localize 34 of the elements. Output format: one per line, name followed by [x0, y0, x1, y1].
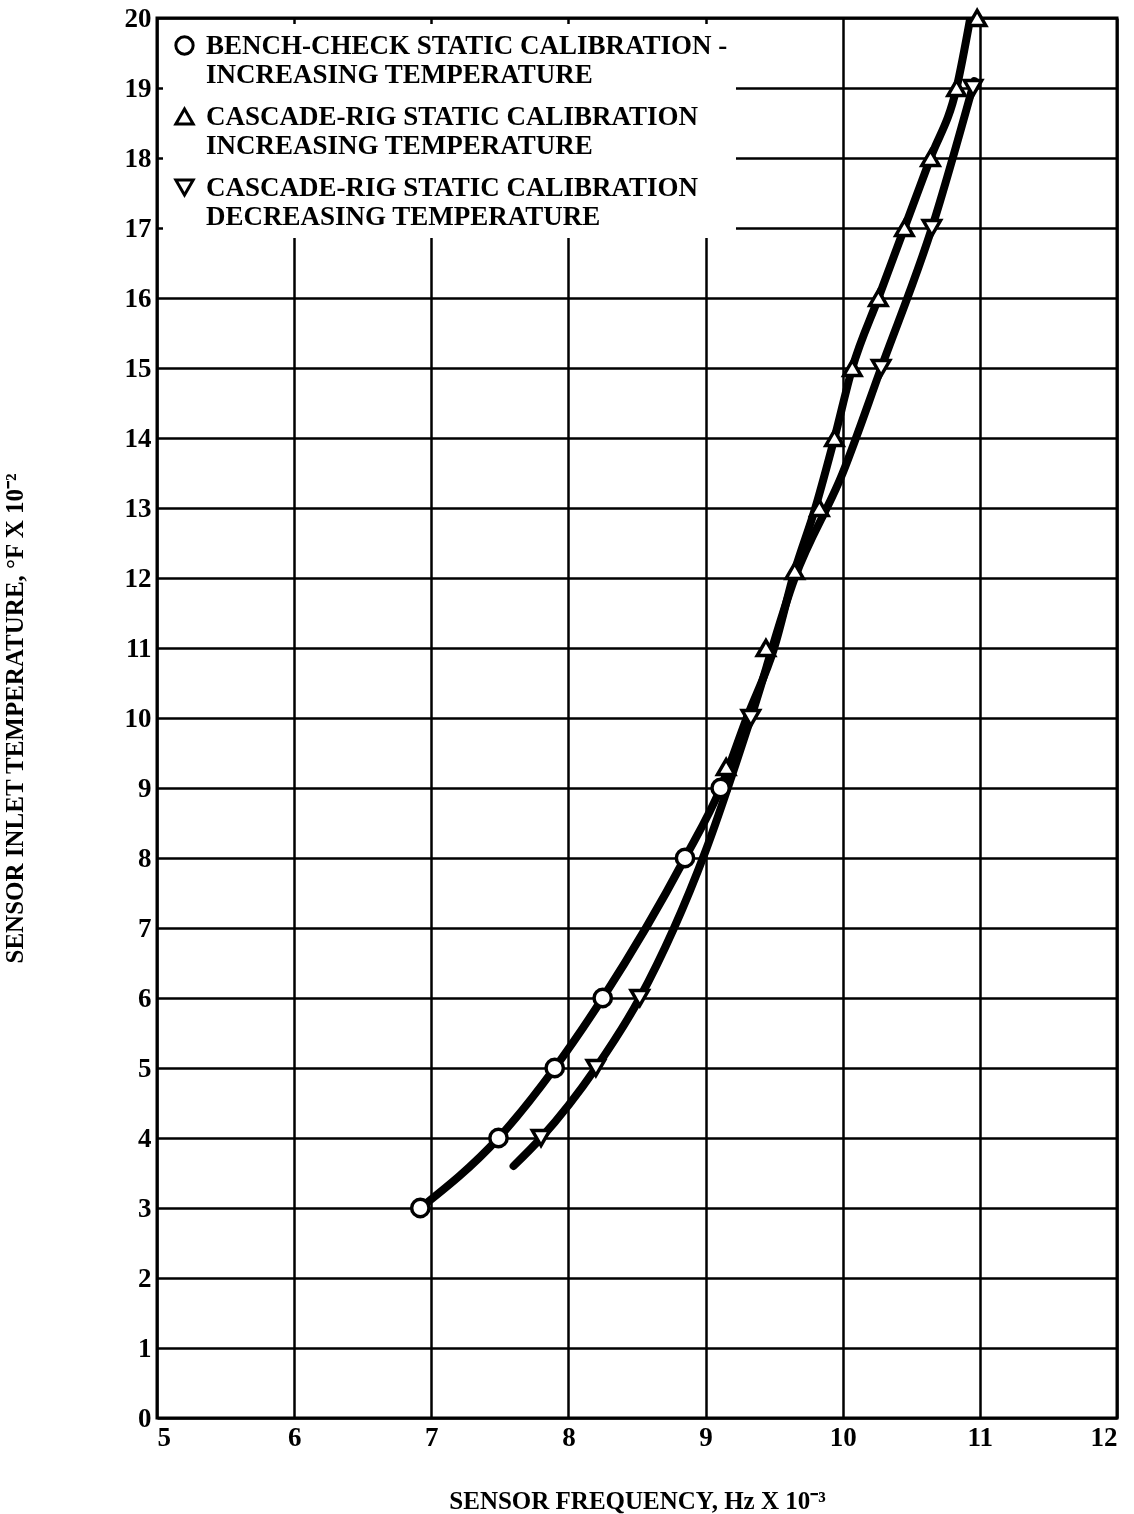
legend-label: CASCADE-RIG STATIC CALIBRATION DECREASING TEMPERATURE: [206, 171, 699, 231]
y-tick-label: 5: [138, 1052, 152, 1083]
y-tick-label: 14: [124, 422, 152, 453]
y-tick-label: 19: [124, 72, 152, 103]
legend-label: CASCADE-RIG STATIC CALIBRATION INCREASING TEMPERATURE: [206, 100, 699, 160]
y-tick-label: 0: [138, 1402, 152, 1433]
y-tick-label: 9: [138, 772, 152, 803]
y-tick-label: 13: [124, 492, 152, 523]
y-tick-label: 1: [138, 1332, 152, 1363]
x-tick-label: 7: [425, 1421, 439, 1452]
y-tick-label: 4: [138, 1122, 152, 1153]
x-tick-label: 8: [562, 1421, 576, 1452]
x-tick-label: 11: [967, 1421, 994, 1452]
y-tick-label: 8: [138, 842, 152, 873]
x-tick-label: 9: [699, 1421, 713, 1452]
y-tick-label: 20: [124, 2, 152, 33]
y-tick-label: 18: [124, 142, 152, 173]
y-tick-label: 10: [124, 702, 152, 733]
y-tick-label: 2: [138, 1262, 152, 1293]
legend-label: BENCH-CHECK STATIC CALIBRATION - INCREASING TEMPERATURE: [206, 29, 728, 89]
y-tick-label: 3: [138, 1192, 152, 1223]
x-tick-label: 12: [1090, 1421, 1118, 1452]
y-tick-label: 12: [124, 562, 152, 593]
y-tick-label: 7: [138, 912, 152, 943]
y-axis-title: SENSOR INLET TEMPERATURE, °F X 10⁻²: [0, 473, 28, 964]
y-tick-label: 6: [138, 982, 152, 1013]
x-tick-label: 10: [829, 1421, 857, 1452]
y-tick-label: 15: [124, 352, 152, 383]
x-tick-label: 6: [287, 1421, 302, 1452]
y-tick-label: 17: [124, 212, 152, 243]
x-tick-label: 5: [157, 1421, 171, 1452]
x-axis-title: SENSOR FREQUENCY, Hz X 10⁻³: [449, 1486, 826, 1514]
y-tick-label: 11: [125, 632, 152, 663]
y-tick-label: 16: [124, 282, 152, 313]
